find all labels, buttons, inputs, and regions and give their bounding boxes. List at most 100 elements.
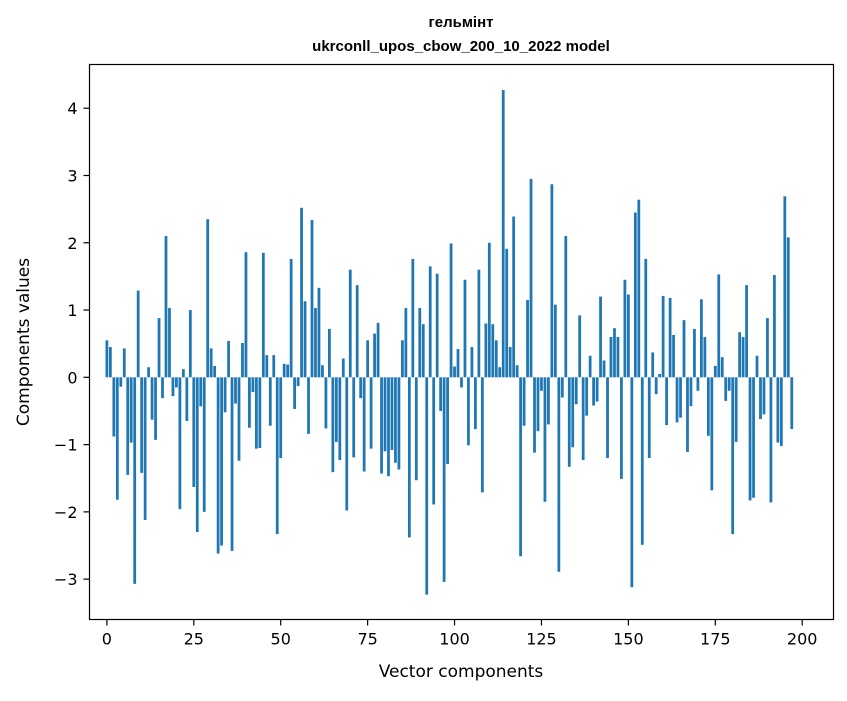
bar [108, 347, 112, 378]
bar [759, 377, 762, 420]
bar [633, 212, 637, 378]
bar [613, 328, 616, 378]
bar [484, 323, 488, 378]
bar [254, 377, 258, 449]
bar [578, 315, 582, 378]
bar [366, 340, 370, 378]
bar [588, 355, 592, 378]
bar [599, 296, 602, 378]
bar [529, 178, 533, 378]
bar [620, 377, 623, 479]
bar [651, 352, 655, 378]
bar [693, 328, 696, 378]
bar [348, 269, 352, 378]
bar [637, 199, 641, 378]
bar [321, 365, 324, 378]
bar [689, 377, 693, 407]
bar [512, 216, 516, 378]
bar [383, 377, 387, 452]
bar [710, 377, 714, 491]
x-axis-ticks: 0 25 50 75 100 125 150 175 200 [102, 619, 817, 649]
chart-subtitle: ukrconll_upos_cbow_200_10_2022 model [312, 38, 610, 55]
bar [126, 377, 130, 475]
bar [505, 248, 509, 378]
bar [119, 377, 123, 387]
bar [303, 301, 307, 378]
bar [675, 377, 679, 423]
bar [251, 377, 255, 393]
bar [268, 377, 272, 426]
bar [536, 377, 540, 432]
bar [272, 355, 276, 378]
bar [418, 308, 422, 378]
bar [122, 348, 126, 378]
bar [602, 360, 606, 378]
bar [331, 377, 335, 473]
bar [717, 274, 721, 378]
bar [623, 279, 627, 378]
y-tick-label: 0 [67, 368, 77, 387]
bar [195, 377, 199, 533]
bar [227, 340, 230, 378]
bar [150, 377, 154, 420]
bar-series [105, 90, 794, 595]
bar [244, 252, 248, 378]
y-tick-label: −2 [54, 503, 78, 522]
bar [355, 285, 359, 378]
bar [314, 308, 317, 378]
bar [275, 377, 279, 535]
x-tick-label: 150 [613, 630, 644, 649]
bar [310, 219, 314, 378]
x-tick-label: 25 [184, 630, 204, 649]
bar [282, 363, 286, 378]
bar [526, 299, 529, 378]
bar [133, 377, 137, 584]
bar [213, 365, 217, 378]
bar [460, 377, 463, 388]
bar [401, 340, 404, 378]
bar [606, 377, 609, 459]
bar [352, 377, 356, 458]
bar [769, 377, 773, 503]
bar [477, 269, 481, 378]
plot-area-frame [88, 63, 835, 621]
bar [237, 377, 241, 461]
y-tick-label: 2 [67, 234, 77, 253]
bar [547, 377, 550, 425]
bar [762, 377, 766, 415]
y-tick-label: −1 [54, 436, 78, 455]
y-tick-label: −3 [54, 570, 78, 589]
bar [786, 237, 790, 378]
bar [540, 377, 543, 391]
bar [161, 377, 164, 399]
bar [668, 297, 672, 378]
bar [202, 377, 206, 512]
bar [560, 377, 564, 398]
bar [626, 294, 630, 378]
bar [324, 377, 328, 429]
bar [654, 377, 658, 395]
bar [773, 275, 776, 378]
bar [261, 252, 265, 378]
bar [752, 377, 755, 498]
bar [181, 369, 185, 378]
y-tick-label: 3 [67, 167, 77, 186]
bar [738, 332, 742, 378]
bar [105, 340, 109, 378]
y-tick-label: 4 [67, 99, 77, 118]
bar [192, 377, 196, 487]
bar [755, 355, 759, 378]
bar [439, 377, 443, 411]
x-tick-label: 100 [439, 630, 470, 649]
bar [498, 367, 502, 378]
bar [783, 196, 787, 378]
bar [463, 279, 467, 378]
bar [456, 349, 460, 378]
bar [140, 377, 144, 473]
bar [501, 90, 505, 378]
bar [185, 377, 189, 422]
bar [734, 377, 738, 442]
bar [446, 377, 449, 465]
bar [706, 377, 710, 436]
